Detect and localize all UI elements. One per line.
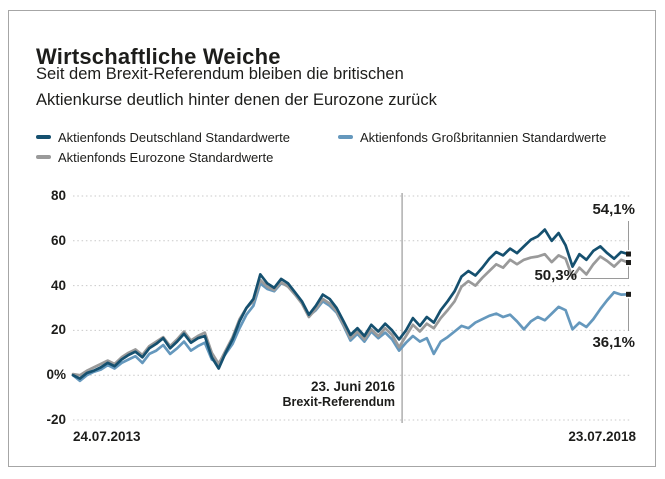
page-title: Wirtschaftliche Weiche [36,43,281,69]
series-line-deutschland [71,228,630,380]
endpoint-marker-deutschland [626,251,631,257]
brexit-annotation-text: Brexit-Referendum [282,394,395,409]
end-value-label-eurozone: 50,3% [534,267,577,284]
brexit-annotation: 23. Juni 2016 Brexit-Referendum [282,379,395,410]
y-tick-label: -20 [46,412,66,427]
y-tick-label: 40 [50,277,66,293]
legend-item-eurozone: Aktienfonds Eurozone Standardwerte [36,147,273,167]
subtitle-line-2: Aktienkurse deutlich hinter denen der Eu… [36,91,437,109]
connector-eurozone [581,266,629,279]
legend-label: Aktienfonds Eurozone Standardwerte [58,149,274,165]
legend-label: Aktienfonds Großbritannien Standardwerte [360,129,607,145]
legend-item-deutschland: Aktienfonds Deutschland Standardwerte [36,127,338,147]
y-tick-label: 0% [46,367,66,383]
end-value-label-grossbritannien: 36,1% [592,334,635,351]
y-tick-label: 20 [50,322,66,338]
y-tick-label: 80 [50,188,66,203]
series-line-grossbritannien [71,282,630,383]
subtitle-line-1: Seit dem Brexit-Referendum bleiben die b… [36,65,404,83]
legend-swatch-grossbritannien [338,135,353,139]
legend-swatch-deutschland [36,135,51,139]
end-value-label-deutschland: 54,1% [592,201,635,218]
legend-item-grossbritannien: Aktienfonds Großbritannien Standardwerte [338,127,638,147]
legend: Aktienfonds Deutschland Standardwerte Akt… [36,127,646,167]
endpoint-marker-eurozone [626,260,631,266]
endpoint-marker-grossbritannien [626,291,631,297]
subtitle: Seit dem Brexit-Referendum bleiben die b… [36,61,437,113]
legend-label: Aktienfonds Deutschland Standardwerte [58,129,290,145]
x-axis-end-date: 23.07.2018 [568,429,636,444]
brexit-annotation-date: 23. Juni 2016 [310,379,395,394]
chart-card [8,10,656,467]
y-tick-label: 60 [50,232,66,248]
legend-swatch-eurozone [36,155,51,159]
x-axis-start-date: 24.07.2013 [73,429,141,444]
